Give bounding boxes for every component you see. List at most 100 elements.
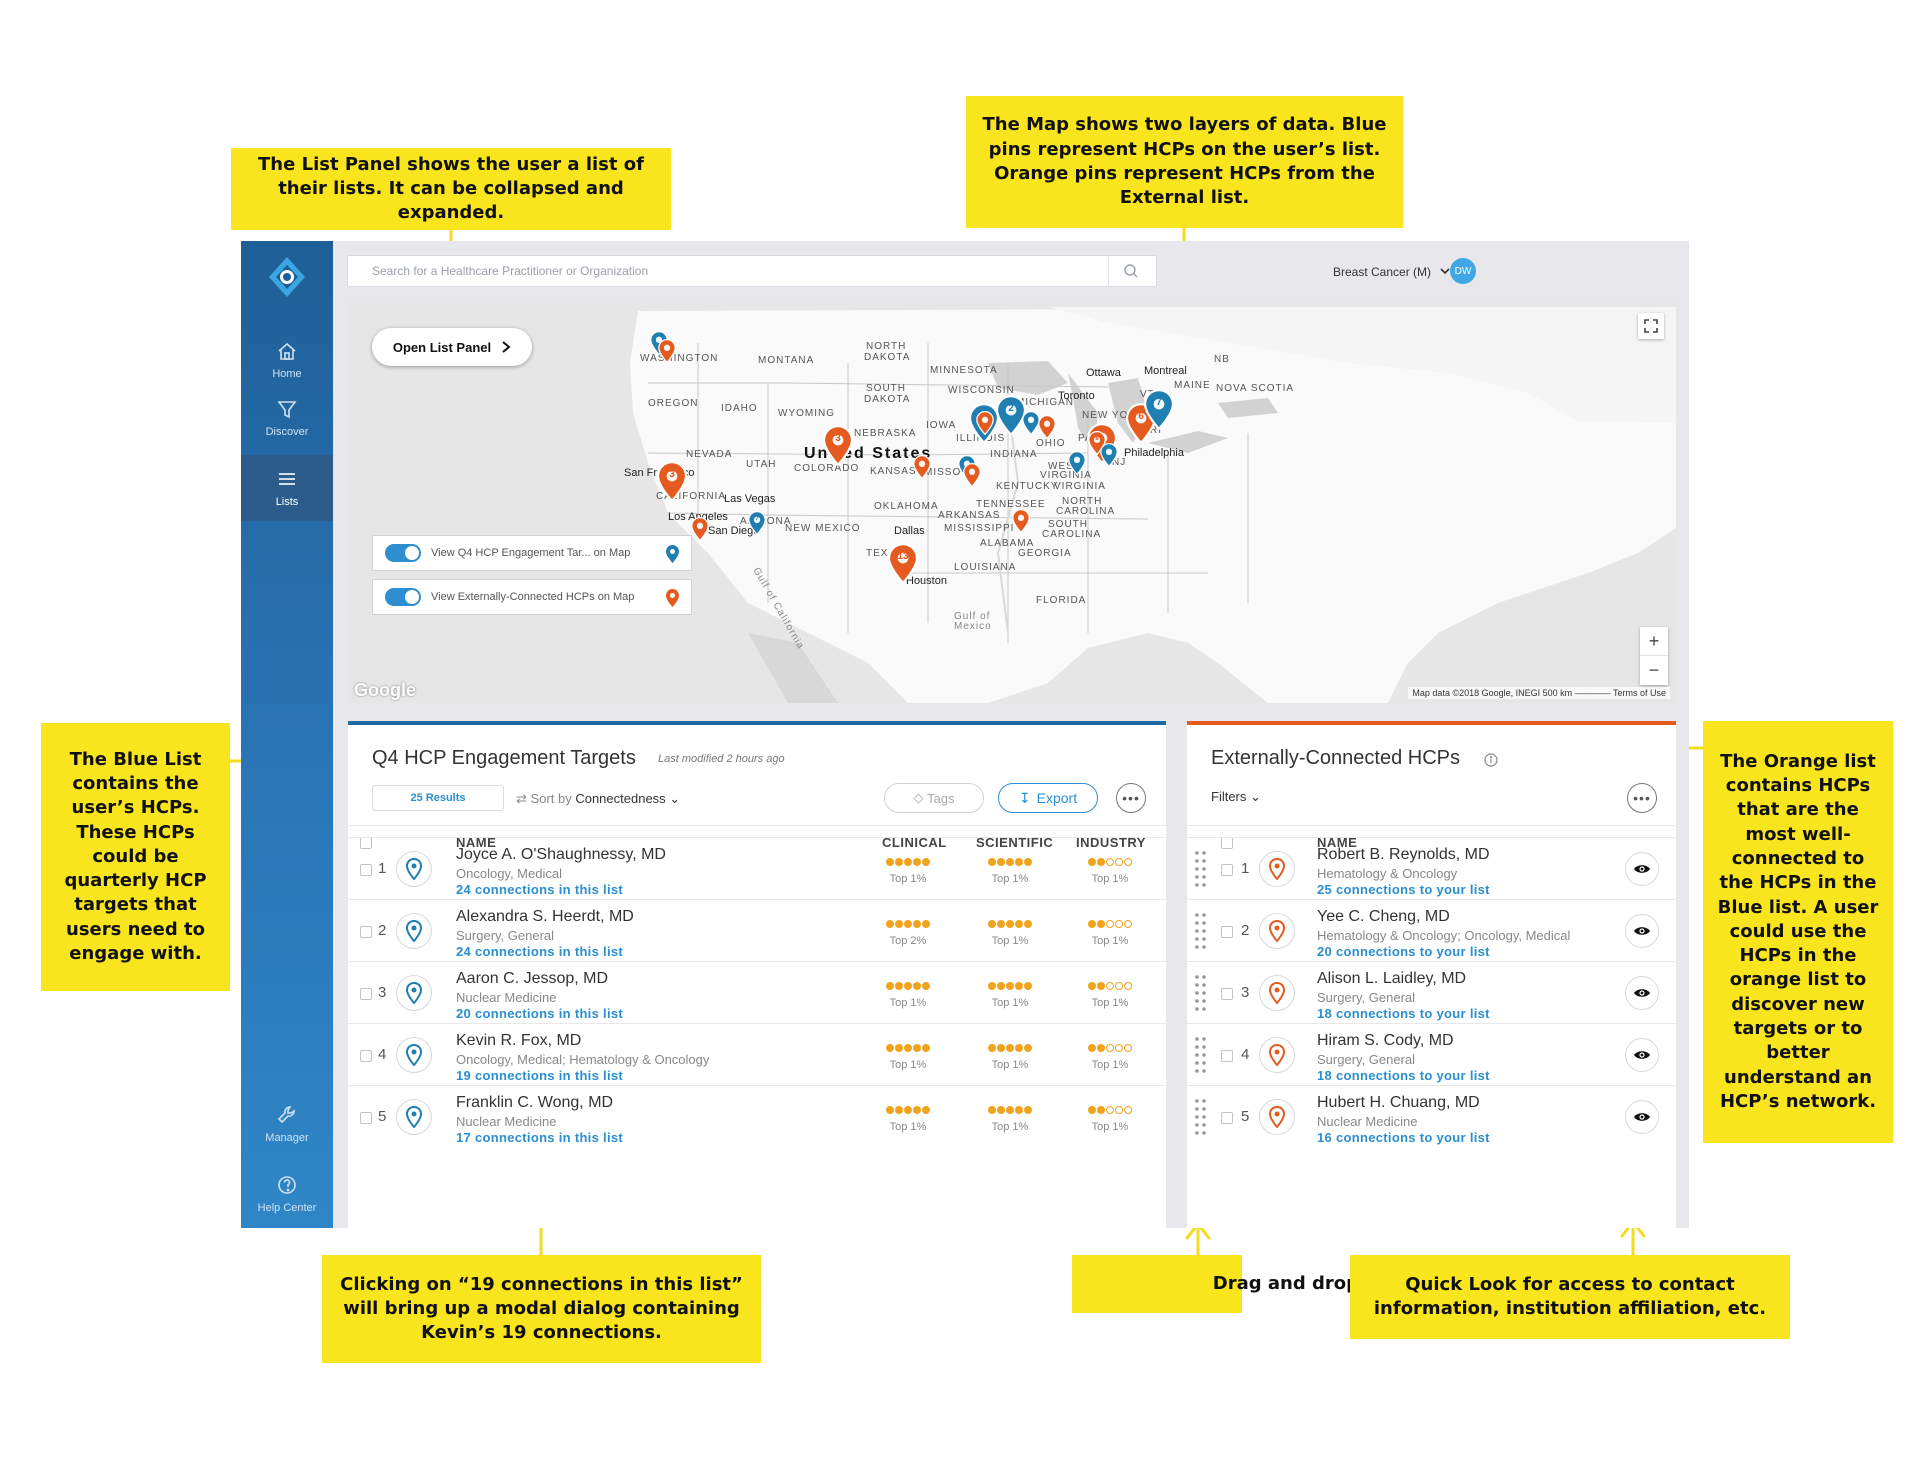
hcp-name[interactable]: Alison L. Laidley, MD <box>1317 970 1467 987</box>
locate-pin-button[interactable] <box>1259 851 1295 887</box>
info-icon[interactable] <box>1483 752 1499 768</box>
orange-map-pin[interactable]: 3 <box>822 425 854 467</box>
chevron-down-icon[interactable] <box>1439 265 1451 277</box>
quick-look-button[interactable] <box>1625 1038 1659 1072</box>
locate-pin-button[interactable] <box>1259 975 1295 1011</box>
fullscreen-button[interactable] <box>1638 313 1664 339</box>
hcp-name[interactable]: Kevin R. Fox, MD <box>456 1032 582 1049</box>
locate-pin-button[interactable] <box>396 1037 432 1073</box>
table-row[interactable]: 1 Robert B. Reynolds, MD Hematology & Onco… <box>1187 837 1676 899</box>
column-header-name[interactable]: NAME <box>456 835 497 850</box>
hcp-name[interactable]: Alexandra S. Heerdt, MD <box>456 908 634 925</box>
table-row[interactable]: 4 Hiram S. Cody, MD Surgery, General 18 con… <box>1187 1023 1676 1085</box>
avatar[interactable]: DW <box>1450 258 1476 284</box>
row-checkbox[interactable] <box>1221 864 1233 876</box>
sidebar-item-lists[interactable]: Lists <box>241 455 333 521</box>
row-checkbox[interactable] <box>1221 926 1233 938</box>
open-list-panel-button[interactable]: Open List Panel <box>372 328 532 366</box>
sidebar-item-home[interactable]: Home <box>241 327 333 393</box>
locate-pin-button[interactable] <box>1259 1099 1295 1135</box>
hcp-name[interactable]: Joyce A. O'Shaughnessy, MD <box>456 846 666 863</box>
quick-look-button[interactable] <box>1625 914 1659 948</box>
connections-link[interactable]: 24 connections in this list <box>456 944 624 959</box>
connections-link[interactable]: 25 connections to your list <box>1317 882 1490 897</box>
quick-look-button[interactable] <box>1625 976 1659 1010</box>
row-checkbox[interactable] <box>360 926 372 938</box>
table-row[interactable]: 3 Alison L. Laidley, MD Surgery, General 18… <box>1187 961 1676 1023</box>
column-header-scientific[interactable]: SCIENTIFIC <box>976 835 1054 850</box>
orange-map-pin[interactable] <box>658 338 676 364</box>
orange-map-pin[interactable] <box>976 410 994 436</box>
connections-link[interactable]: 17 connections in this list <box>456 1130 624 1145</box>
locate-pin-button[interactable] <box>396 913 432 949</box>
indication-selector[interactable]: Breast Cancer (M) <box>1333 265 1432 279</box>
more-options-button[interactable]: ••• <box>1627 783 1657 813</box>
blue-map-pin[interactable] <box>1068 450 1086 476</box>
connections-link[interactable]: 18 connections to your list <box>1317 1006 1490 1021</box>
locate-pin-button[interactable] <box>396 975 432 1011</box>
locate-pin-button[interactable] <box>396 1099 432 1135</box>
connections-link[interactable]: 16 connections to your list <box>1317 1130 1490 1145</box>
orange-map-pin[interactable] <box>963 462 981 488</box>
blue-map-pin[interactable] <box>1022 410 1040 436</box>
drag-handle-icon[interactable] <box>1193 1097 1209 1137</box>
locate-pin-button[interactable] <box>396 851 432 887</box>
filters-button[interactable]: Filters ⌄ <box>1211 789 1261 805</box>
column-header-clinical[interactable]: CLINICAL <box>882 835 947 850</box>
export-button[interactable]: ↧ Export <box>998 783 1098 813</box>
row-checkbox[interactable] <box>1221 988 1233 1000</box>
table-row[interactable]: 5 Hubert H. Chuang, MD Nuclear Medicine 16 … <box>1187 1085 1676 1147</box>
table-row[interactable]: 4 Kevin R. Fox, MD Oncology, Medical; Hema… <box>348 1023 1166 1085</box>
search-input[interactable]: Search for a Healthcare Practitioner or … <box>347 255 1157 287</box>
drag-handle-icon[interactable] <box>1193 1035 1209 1075</box>
table-row[interactable]: 2 Alexandra S. Heerdt, MD Surgery, General… <box>348 899 1166 961</box>
search-icon[interactable] <box>1123 263 1139 279</box>
hcp-name[interactable]: Aaron C. Jessop, MD <box>456 970 609 987</box>
row-checkbox[interactable] <box>1221 1112 1233 1124</box>
sort-selector[interactable]: ⇄ Sort by Connectedness ⌄ <box>516 791 680 807</box>
row-checkbox[interactable] <box>360 988 372 1000</box>
connections-link[interactable]: 18 connections to your list <box>1317 1068 1490 1083</box>
connections-link[interactable]: 19 connections in this list <box>456 1068 624 1083</box>
orange-map-pin[interactable] <box>691 516 709 542</box>
toggle-blue-layer[interactable]: View Q4 HCP Engagement Tar... on Map <box>372 535 692 571</box>
blue-map-pin[interactable] <box>1100 442 1118 468</box>
drag-handle-icon[interactable] <box>1193 849 1209 889</box>
blue-map-pin[interactable]: 2 <box>995 395 1027 437</box>
hcp-name[interactable]: Franklin C. Wong, MD <box>456 1094 614 1111</box>
row-checkbox[interactable] <box>360 1112 372 1124</box>
row-checkbox[interactable] <box>1221 1050 1233 1062</box>
more-options-button[interactable]: ••• <box>1116 783 1146 813</box>
sidebar-item-discover[interactable]: Discover <box>241 385 333 451</box>
locate-pin-button[interactable] <box>1259 1037 1295 1073</box>
zoom-out-button[interactable]: − <box>1648 660 1660 680</box>
logo-icon[interactable] <box>265 255 309 299</box>
table-row[interactable]: 2 Yee C. Cheng, MD Hematology & Oncology; … <box>1187 899 1676 961</box>
orange-map-pin[interactable] <box>1038 414 1056 440</box>
blue-map-pin[interactable]: 7 <box>1143 389 1175 431</box>
table-row[interactable]: 3 Aaron C. Jessop, MD Nuclear Medicine 20 c… <box>348 961 1166 1023</box>
toggle-switch[interactable] <box>385 544 421 562</box>
connections-link[interactable]: 20 connections in this list <box>456 1006 624 1021</box>
hcp-name[interactable]: Hubert H. Chuang, MD <box>1317 1094 1480 1111</box>
column-header-industry[interactable]: INDUSTRY <box>1076 835 1146 850</box>
sidebar-item-manager[interactable]: Manager <box>241 1091 333 1157</box>
hcp-name[interactable]: Yee C. Cheng, MD <box>1317 908 1450 925</box>
table-row[interactable]: 1 Joyce A. O'Shaughnessy, MD Oncology, Med… <box>348 837 1166 899</box>
table-row[interactable]: 5 Franklin C. Wong, MD Nuclear Medicine 17 … <box>348 1085 1166 1147</box>
drag-handle-icon[interactable] <box>1193 911 1209 951</box>
quick-look-button[interactable] <box>1625 1100 1659 1134</box>
hcp-name[interactable]: Hiram S. Cody, MD <box>1317 1032 1454 1049</box>
blue-map-pin[interactable]: 7 <box>748 510 766 536</box>
hcp-name[interactable]: Robert B. Reynolds, MD <box>1317 846 1490 863</box>
row-checkbox[interactable] <box>360 864 372 876</box>
orange-map-pin[interactable] <box>1012 508 1030 534</box>
zoom-in-button[interactable]: + <box>1640 627 1668 656</box>
locate-pin-button[interactable] <box>1259 913 1295 949</box>
drag-handle-icon[interactable] <box>1193 973 1209 1013</box>
map[interactable]: WASHINGTON MONTANA NORTH DAKOTA MINNESOT… <box>348 303 1676 703</box>
sidebar-item-help-center[interactable]: Help Center <box>241 1161 333 1227</box>
toggle-orange-layer[interactable]: View Externally-Connected HCPs on Map <box>372 579 692 615</box>
connections-link[interactable]: 24 connections in this list <box>456 882 624 897</box>
quick-look-button[interactable] <box>1625 852 1659 886</box>
